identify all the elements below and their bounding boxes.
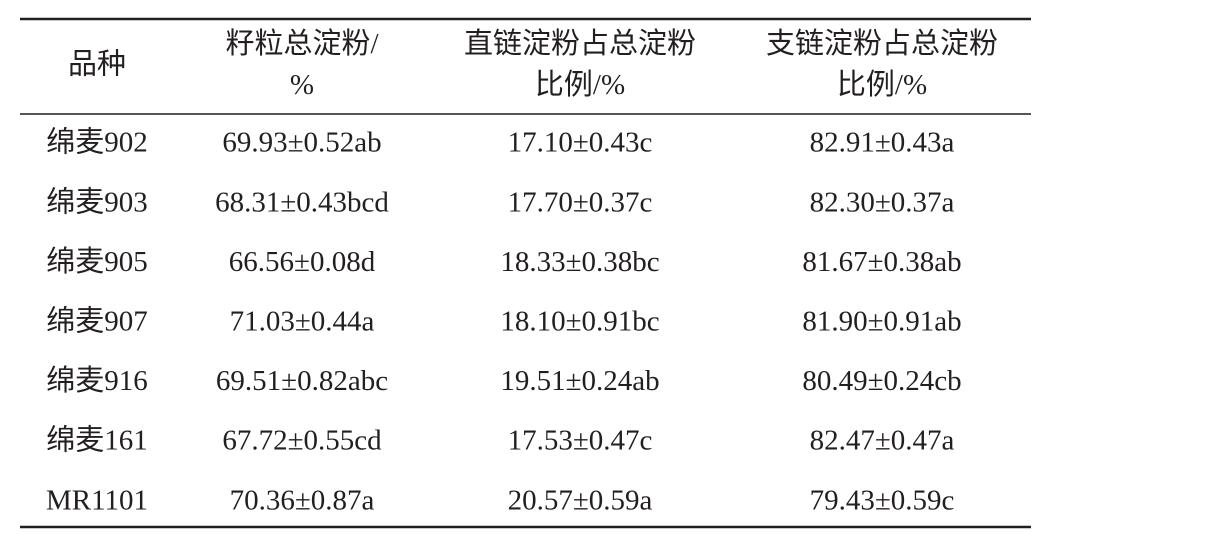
cell: 18.33±0.38bc bbox=[500, 246, 659, 278]
cell: 82.47±0.47a bbox=[810, 425, 955, 457]
cell: 71.03±0.44a bbox=[230, 305, 375, 337]
header-cell: 比例/% bbox=[535, 68, 625, 101]
cell: 18.10±0.91bc bbox=[500, 305, 659, 337]
cell: 绵麦907 bbox=[46, 304, 148, 337]
cell: 80.49±0.24cb bbox=[802, 365, 961, 397]
cell: 绵麦905 bbox=[46, 245, 148, 278]
cell: 81.67±0.38ab bbox=[802, 246, 961, 278]
header-cell: 直链淀粉占总淀粉 bbox=[464, 27, 696, 60]
cell: 绵麦903 bbox=[46, 185, 148, 218]
cell: 81.90±0.91ab bbox=[802, 305, 961, 337]
header-cell: 品种 bbox=[68, 48, 126, 81]
cell: 82.91±0.43a bbox=[810, 127, 955, 159]
cell: 79.43±0.59c bbox=[810, 484, 955, 516]
header-cell: 比例/% bbox=[837, 68, 927, 101]
cell: 69.93±0.52ab bbox=[222, 127, 381, 159]
header-cell: % bbox=[290, 69, 314, 101]
cell: 绵麦916 bbox=[46, 364, 148, 397]
cell: 20.57±0.59a bbox=[508, 484, 653, 516]
cell: MR1101 bbox=[46, 484, 148, 516]
cell: 69.51±0.82abc bbox=[216, 365, 388, 397]
cell: 绵麦161 bbox=[46, 424, 148, 457]
cell: 70.36±0.87a bbox=[230, 484, 375, 516]
cell: 17.10±0.43c bbox=[508, 127, 653, 159]
cell: 17.70±0.37c bbox=[508, 186, 653, 218]
cell: 绵麦902 bbox=[46, 126, 148, 159]
cell: 68.31±0.43bcd bbox=[215, 186, 389, 218]
header-cell: 籽粒总淀粉/ bbox=[225, 27, 379, 60]
cell: 67.72±0.55cd bbox=[222, 425, 382, 457]
header-cell: 支链淀粉占总淀粉 bbox=[766, 27, 998, 60]
cell: 17.53±0.47c bbox=[508, 425, 653, 457]
cell: 82.30±0.37a bbox=[810, 186, 955, 218]
cell: 19.51±0.24ab bbox=[500, 365, 659, 397]
cell: 66.56±0.08d bbox=[229, 246, 376, 278]
